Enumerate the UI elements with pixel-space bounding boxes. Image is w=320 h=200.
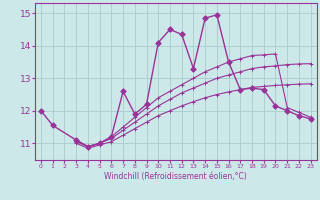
X-axis label: Windchill (Refroidissement éolien,°C): Windchill (Refroidissement éolien,°C) xyxy=(104,172,247,181)
